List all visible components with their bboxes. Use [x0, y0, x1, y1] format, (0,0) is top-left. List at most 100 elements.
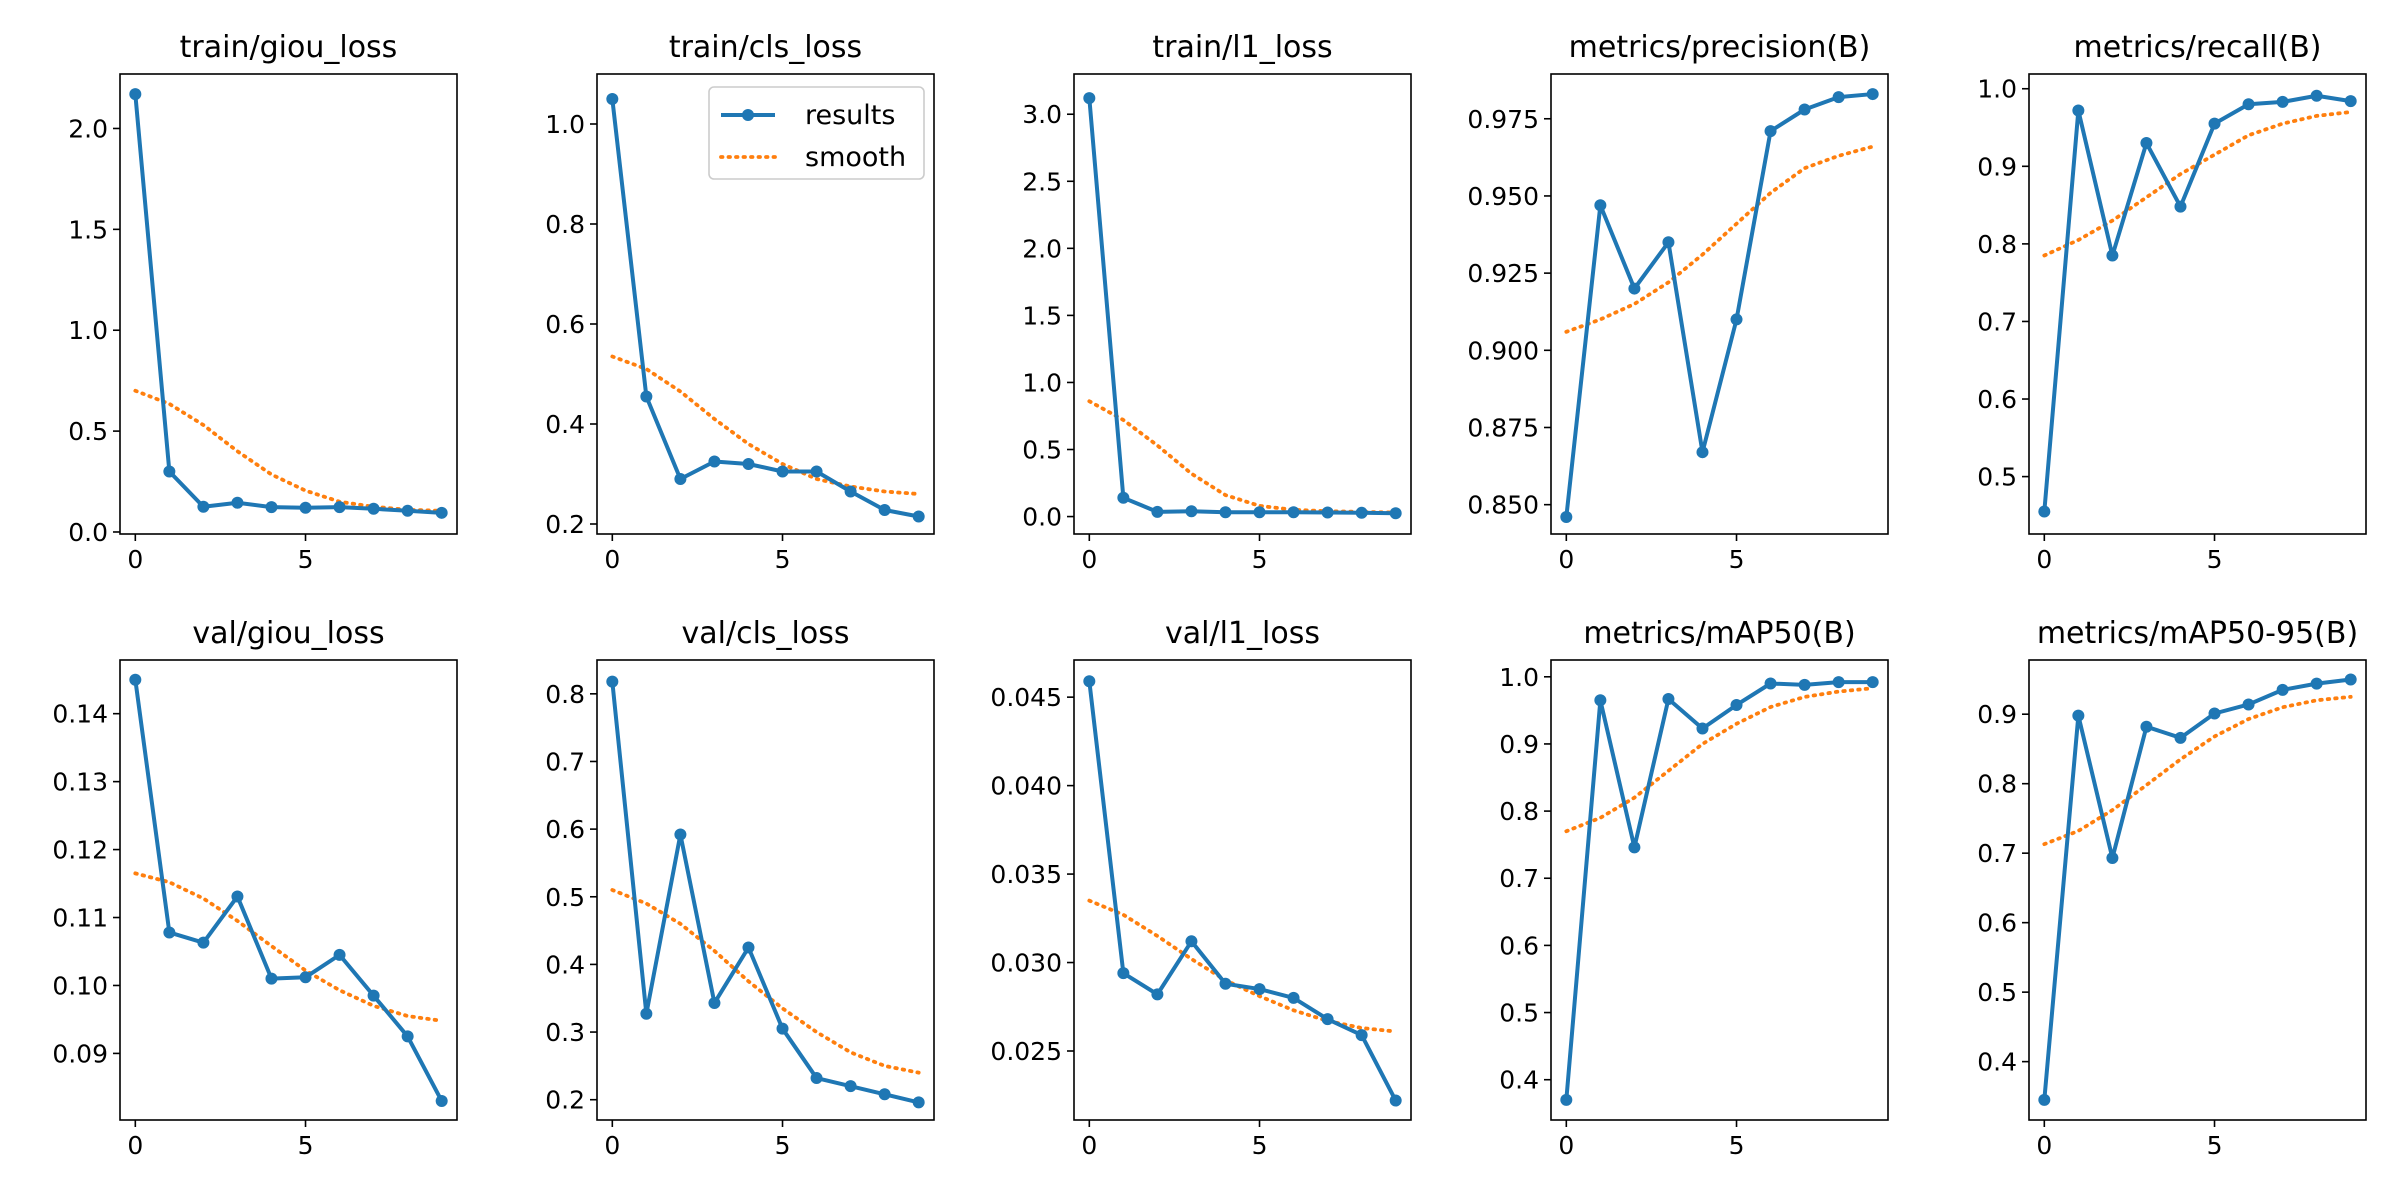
y-tick-label: 0.5 [68, 417, 108, 446]
results-data-point [1287, 506, 1300, 519]
y-tick-label: 0.5 [545, 883, 585, 912]
results-series-line [1087, 680, 1398, 1102]
results-data-point [1355, 1029, 1368, 1042]
results-data-point [2344, 673, 2357, 686]
y-tick-label: 0.5 [1499, 999, 1539, 1028]
results-data-point [1219, 977, 1232, 990]
x-tick-label: 0 [1558, 1131, 1574, 1160]
results-data-point [742, 941, 755, 954]
plot-frame [596, 73, 935, 535]
smooth-series-line [1087, 898, 1398, 1034]
results-data-point [401, 1030, 414, 1043]
y-tick-label: 1.5 [68, 215, 108, 244]
results-series-line [133, 679, 444, 1102]
legend-label-results: results [805, 100, 895, 131]
subplot-title: metrics/precision(B) [1569, 30, 1871, 65]
results-data-point [2310, 677, 2323, 690]
plot-frame [119, 659, 458, 1121]
results-data-point [912, 1096, 925, 1109]
y-tick-label: 0.7 [545, 747, 585, 776]
legend-results-marker [742, 109, 754, 121]
results-data-point [1594, 199, 1607, 212]
y-tick-label: 0.925 [1467, 259, 1539, 288]
x-tick-label: 5 [1252, 545, 1268, 574]
results-data-point [810, 1072, 823, 1085]
y-tick-label: 0.2 [545, 510, 585, 539]
plot-frame [1550, 73, 1889, 535]
results-data-point [129, 88, 142, 101]
results-data-point [197, 500, 210, 513]
x-tick-label: 5 [775, 1131, 791, 1160]
results-data-point [606, 675, 619, 688]
y-tick-label: 1.5 [1022, 301, 1062, 330]
x-tick-label: 5 [1729, 1131, 1745, 1160]
y-tick-label: 0.4 [545, 410, 585, 439]
plot-frame [1550, 659, 1889, 1121]
results-data-point [1594, 694, 1607, 707]
y-tick-label: 0.7 [1977, 839, 2017, 868]
y-tick-label: 0.040 [990, 772, 1062, 801]
results-data-point [367, 989, 380, 1002]
smooth-series-line [2042, 110, 2353, 258]
y-tick-label: 0.6 [1977, 385, 2017, 414]
y-tick-label: 1.0 [1977, 75, 2017, 104]
y-tick-label: 1.0 [545, 110, 585, 139]
x-tick-label: 0 [1081, 545, 1097, 574]
subplot-title: metrics/mAP50-95(B) [2037, 616, 2358, 651]
y-tick-label: 0.09 [52, 1039, 108, 1068]
results-data-point [1219, 506, 1232, 519]
results-data-point [1628, 841, 1641, 854]
results-data-point [2072, 104, 2085, 117]
legend-label-smooth: smooth [805, 142, 906, 173]
y-tick-label: 1.0 [1022, 368, 1062, 397]
results-series-line [1087, 97, 1396, 516]
results-data-point [1151, 988, 1164, 1001]
results-data-point [844, 1080, 857, 1093]
results-data-point [912, 510, 925, 523]
y-tick-label: 0.6 [1499, 931, 1539, 960]
y-tick-label: 0.8 [545, 210, 585, 239]
results-data-point [265, 501, 278, 514]
y-tick-label: 0.14 [52, 700, 108, 729]
x-tick-label: 5 [1252, 1131, 1268, 1160]
y-tick-label: 0.850 [1467, 491, 1539, 520]
results-data-point [708, 996, 721, 1009]
results-data-point [333, 501, 346, 514]
results-series-line [1564, 92, 1873, 518]
results-data-point [197, 936, 210, 949]
results-data-point [1764, 677, 1777, 690]
x-tick-label: 5 [298, 545, 314, 574]
subplot-title: train/l1_loss [1152, 30, 1332, 65]
results-data-point [231, 496, 244, 509]
results-data-point [2140, 137, 2153, 150]
y-tick-label: 0.12 [52, 836, 108, 865]
results-data-point [674, 828, 687, 841]
results-data-point [1628, 282, 1641, 295]
x-tick-label: 5 [2207, 545, 2223, 574]
x-tick-label: 5 [775, 545, 791, 574]
results-data-point [640, 1007, 653, 1020]
results-data-point [1866, 88, 1879, 101]
results-data-point [606, 93, 619, 105]
plot-frame [119, 73, 458, 535]
subplot-title: val/l1_loss [1165, 616, 1320, 651]
y-tick-label: 0.5 [1977, 978, 2017, 1007]
y-tick-label: 0.4 [545, 950, 585, 979]
results-data-point [299, 501, 312, 514]
results-data-point [2174, 731, 2187, 744]
x-tick-label: 5 [298, 1131, 314, 1160]
results-data-point [1185, 505, 1198, 518]
results-data-point [1083, 92, 1096, 105]
results-data-point [844, 485, 857, 498]
results-data-point [2344, 95, 2357, 108]
results-data-point [2208, 707, 2221, 720]
x-tick-label: 0 [1558, 545, 1574, 574]
y-tick-label: 0.6 [545, 310, 585, 339]
legend-box [708, 86, 925, 180]
results-data-point [1083, 675, 1096, 688]
results-data-point [2310, 89, 2323, 102]
y-tick-label: 0.9 [1977, 152, 2017, 181]
subplot-6: val/giou_loss 0 5 0.09 0.10 0.11 0.12 0.13 0.14 [52, 616, 458, 1160]
results-data-point [776, 465, 789, 478]
results-data-point [1696, 446, 1709, 459]
